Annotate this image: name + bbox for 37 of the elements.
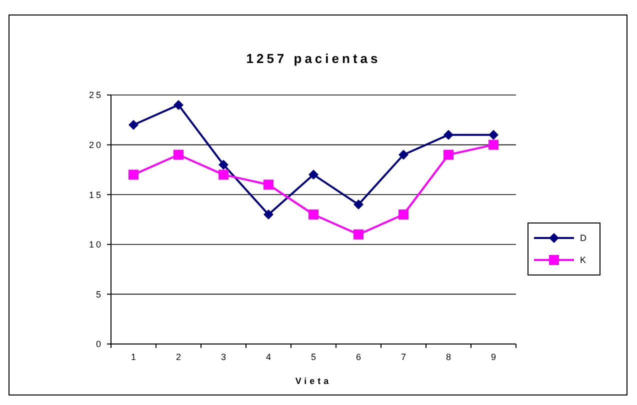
chart-title: 1257 pacientas bbox=[246, 51, 381, 66]
point bbox=[174, 100, 184, 110]
y-tick-label: 0 bbox=[96, 339, 103, 350]
x-tick-label: 6 bbox=[356, 352, 362, 362]
point bbox=[488, 130, 498, 140]
x-tick-label: 2 bbox=[176, 352, 182, 362]
x-tick-label: 4 bbox=[266, 352, 272, 362]
y-tick-label: 5 bbox=[96, 289, 103, 300]
point bbox=[488, 140, 498, 150]
point bbox=[174, 150, 184, 160]
point bbox=[128, 170, 138, 180]
x-tick-label: 3 bbox=[220, 352, 226, 362]
x-tick-label: 7 bbox=[400, 352, 406, 362]
point bbox=[354, 200, 364, 210]
point bbox=[444, 130, 454, 140]
y-tick-label: 15 bbox=[88, 190, 103, 200]
point bbox=[308, 210, 318, 220]
point bbox=[398, 210, 408, 220]
x-tick-label: 8 bbox=[446, 352, 452, 362]
point bbox=[398, 150, 408, 160]
y-tick-label: 20 bbox=[88, 140, 103, 150]
point bbox=[308, 170, 318, 180]
point bbox=[218, 160, 228, 170]
x-tick-label: 1 bbox=[130, 352, 136, 362]
x-axis-title: Vieta bbox=[295, 376, 332, 386]
point bbox=[264, 210, 274, 220]
legend-label: D bbox=[580, 233, 587, 244]
point bbox=[354, 229, 364, 240]
y-tick-label: 10 bbox=[88, 240, 103, 250]
point bbox=[264, 180, 274, 190]
y-tick-label: 25 bbox=[88, 90, 103, 100]
point bbox=[218, 170, 228, 180]
point bbox=[128, 120, 138, 130]
x-tick-label: 9 bbox=[490, 352, 496, 362]
legend-label: K bbox=[580, 255, 586, 266]
x-tick-label: 5 bbox=[310, 352, 316, 362]
point bbox=[444, 150, 454, 160]
